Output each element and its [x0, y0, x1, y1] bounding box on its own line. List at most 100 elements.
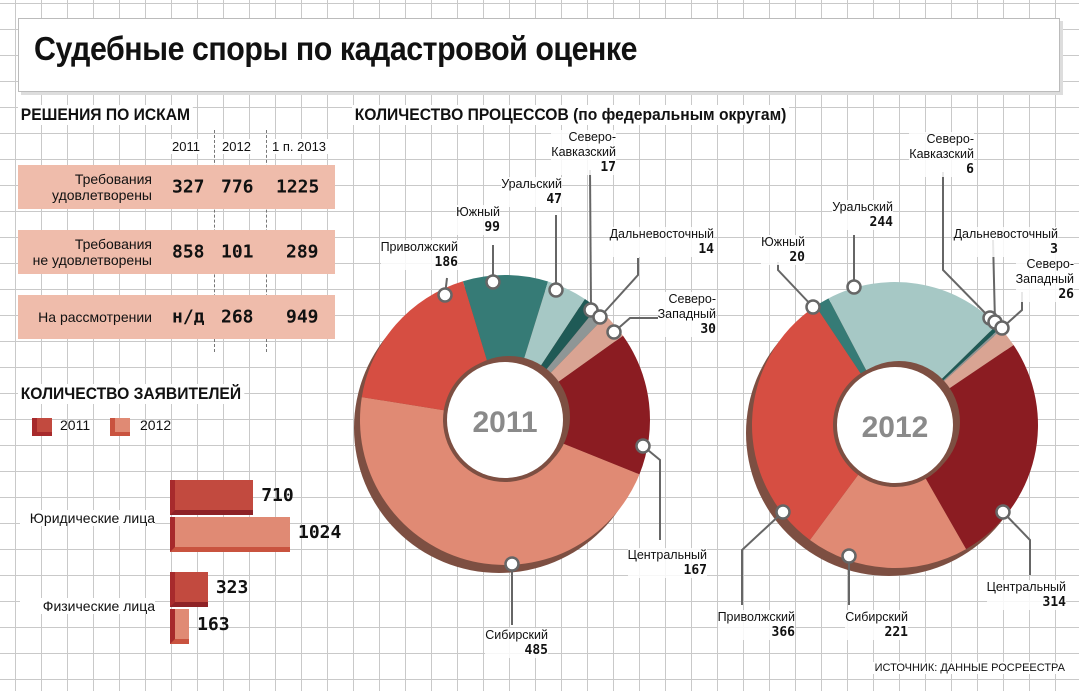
decisions-heading: РЕШЕНИЯ ПО ИСКАМ	[18, 105, 193, 125]
leader-line	[777, 262, 814, 308]
column-header: 2012	[220, 139, 253, 154]
column-header: 2011	[170, 139, 202, 154]
legend-label: 2011	[60, 417, 91, 433]
cell-value: н/д	[172, 306, 205, 328]
category-label: Юридические лица	[20, 510, 155, 526]
region-name: Уральский	[832, 200, 893, 214]
region-value: 17	[600, 160, 616, 175]
slice-label: Сибирский 485	[485, 628, 548, 658]
donut-hole	[447, 362, 563, 478]
region-name: Северо- Кавказский	[551, 130, 616, 159]
bar-value: 163	[197, 614, 230, 635]
slice-label: Уральский 47	[501, 177, 562, 207]
bar-2011	[170, 572, 208, 607]
slice-Южный	[462, 274, 549, 361]
bar-2012	[170, 517, 290, 552]
slice-Северо-Западный	[548, 315, 624, 384]
slice-label: Северо- Кавказский 17	[551, 130, 616, 175]
region-value: 47	[546, 192, 562, 207]
region-name: Сибирский	[485, 628, 548, 642]
table-row: Требования удовлетворены 327 776 1225	[18, 165, 335, 209]
label-marker	[995, 504, 1011, 520]
slice-label: Северо- Западный 26	[1015, 257, 1074, 302]
column-header: 1 п. 2013	[270, 139, 329, 154]
slice-label: Южный 99	[456, 205, 500, 235]
legend-swatch-2012	[110, 418, 130, 436]
region-value: 366	[771, 625, 795, 640]
page-title: Судебные споры по кадастровой оценке	[34, 30, 638, 67]
bar-value: 710	[261, 485, 294, 506]
cell-value: 1225	[276, 176, 320, 198]
region-name: Дальневосточный	[953, 227, 1058, 241]
leader-line	[942, 172, 991, 319]
slice-label: Южный 20	[761, 235, 805, 265]
region-value: 6	[966, 162, 974, 177]
region-name: Северо- Кавказский	[909, 132, 974, 161]
bar-value: 323	[215, 577, 249, 598]
slice-Дальневосточный	[544, 307, 606, 376]
label-marker	[504, 556, 520, 572]
slice-Уральский	[523, 281, 585, 369]
leader-line	[1002, 511, 1031, 575]
bar-value: 1024	[298, 522, 342, 543]
slice-label: Дальневосточный 14	[609, 227, 714, 257]
slice-Дальневосточный	[940, 328, 1002, 384]
slice-Северо-Кавказский	[539, 299, 597, 373]
region-name: Дальневосточный	[609, 227, 714, 241]
cell-value: 327	[172, 176, 205, 198]
slice-label: Сибирский 221	[845, 610, 908, 640]
table-row: Требования не удовлетворены 858 101 289	[18, 230, 335, 274]
region-value: 20	[789, 250, 805, 265]
label-marker	[592, 309, 608, 325]
region-name: Северо- Западный	[657, 292, 716, 321]
region-value: 30	[700, 322, 716, 337]
slice-Приволжский	[361, 281, 488, 411]
region-value: 3	[1050, 242, 1058, 257]
category-label: Физические лица	[20, 598, 155, 614]
row-label: Требования не удовлетворены	[32, 236, 152, 268]
label-marker	[437, 287, 453, 303]
region-name: Приволжский	[380, 240, 458, 254]
cell-value: 289	[286, 241, 319, 263]
cell-value: 776	[221, 176, 254, 198]
label-marker	[548, 282, 564, 298]
center-year-label: 2012	[862, 411, 929, 444]
region-name: Северо- Западный	[1015, 257, 1074, 286]
slice-label: Приволжский 366	[717, 610, 795, 640]
region-value: 314	[1042, 595, 1066, 610]
slice-Южный	[815, 298, 867, 374]
leader-line	[589, 169, 592, 311]
region-value: 99	[484, 220, 500, 235]
row-label: На рассмотрении	[38, 309, 152, 325]
region-value: 485	[524, 643, 548, 658]
title-box	[18, 18, 1060, 92]
bar-2011	[170, 480, 254, 515]
leader-line	[642, 445, 661, 540]
slice-Сибирский	[360, 397, 640, 566]
table-row: На рассмотрении н/д 268 949	[18, 295, 335, 339]
label-marker	[994, 320, 1010, 336]
slice-Центральный	[555, 335, 650, 475]
region-value: 244	[869, 215, 893, 230]
row-label: Требования удовлетворены	[52, 171, 152, 203]
bar-2012	[170, 609, 190, 644]
region-name: Южный	[456, 205, 500, 219]
label-marker	[846, 279, 862, 295]
applicants-heading: КОЛИЧЕСТВО ЗАЯВИТЕЛЕЙ	[18, 384, 244, 404]
region-value: 26	[1058, 287, 1074, 302]
slice-label: Центральный 314	[986, 580, 1066, 610]
slice-Северо-Кавказский	[939, 324, 1001, 383]
region-value: 186	[434, 255, 458, 270]
region-name: Уральский	[501, 177, 562, 191]
label-marker	[606, 324, 622, 340]
cell-value: 101	[221, 241, 254, 263]
cell-value: 858	[172, 241, 205, 263]
region-value: 221	[884, 625, 908, 640]
label-marker	[775, 504, 791, 520]
region-value: 167	[683, 563, 707, 578]
center-year-label: 2011	[472, 406, 537, 439]
slice-label: Приволжский 186	[380, 240, 458, 270]
slice-label: Северо- Западный 30	[657, 292, 716, 337]
slice-Северо-Западный	[941, 329, 1014, 391]
